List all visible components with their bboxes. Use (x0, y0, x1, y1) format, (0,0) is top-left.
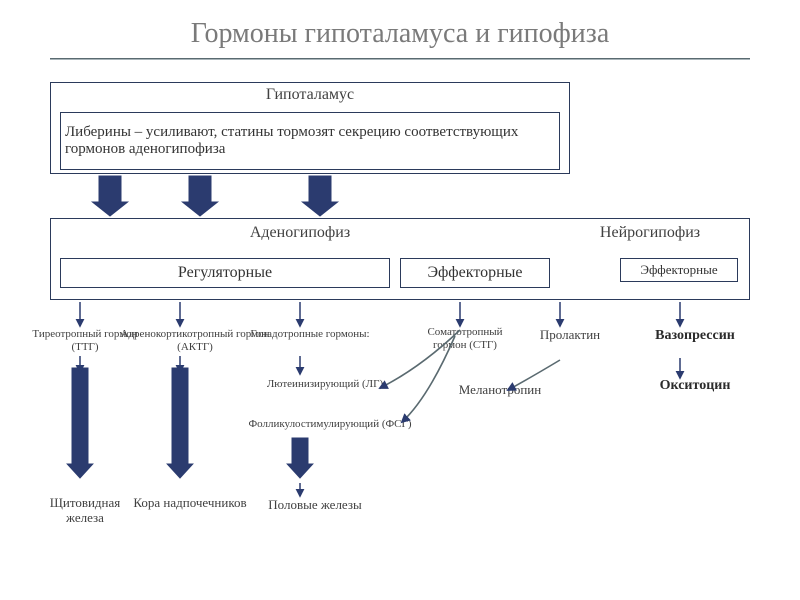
hypothalamus-label: Гипоталамус (50, 86, 570, 104)
actg-label: Адренокортикотропный гормон (АКТГ) (120, 328, 270, 353)
gonads-label: Половые железы (250, 498, 380, 513)
stg-label: Соматотропный гормон (СТГ) (410, 326, 520, 351)
melanotropin-label: Меланотропин (440, 383, 560, 398)
title-rule (50, 58, 750, 60)
liberins-box: Либерины – усиливают, статины тормозят с… (60, 112, 560, 170)
fsh-label: Фолликулостимулирующий (ФСГ) (245, 418, 415, 431)
page-title: Гормоны гипоталамуса и гипофиза (0, 0, 800, 58)
regulatory-box: Регуляторные (60, 258, 390, 288)
vasopressin-label: Вазопрессин (640, 328, 750, 344)
diagram-canvas: Гипоталамус Либерины – усиливают, статин… (0, 78, 800, 598)
lh-label: Лютеинизирующий (ЛГ) (255, 378, 395, 391)
adrenal-label: Кора надпочечников (130, 496, 250, 511)
effector2-box: Эффекторные (620, 258, 738, 282)
gonadotropic-label: Гонадотропные гормоны: (250, 328, 370, 341)
neurohypophysis-label: Нейрогипофиз (560, 224, 740, 242)
adenohypophysis-label: Аденогипофиз (50, 224, 550, 242)
oxytocin-label: Окситоцин (640, 378, 750, 394)
prolactin-label: Пролактин (530, 328, 610, 343)
thyroid-label: Щитовидная железа (30, 496, 140, 526)
effector1-box: Эффекторные (400, 258, 550, 288)
